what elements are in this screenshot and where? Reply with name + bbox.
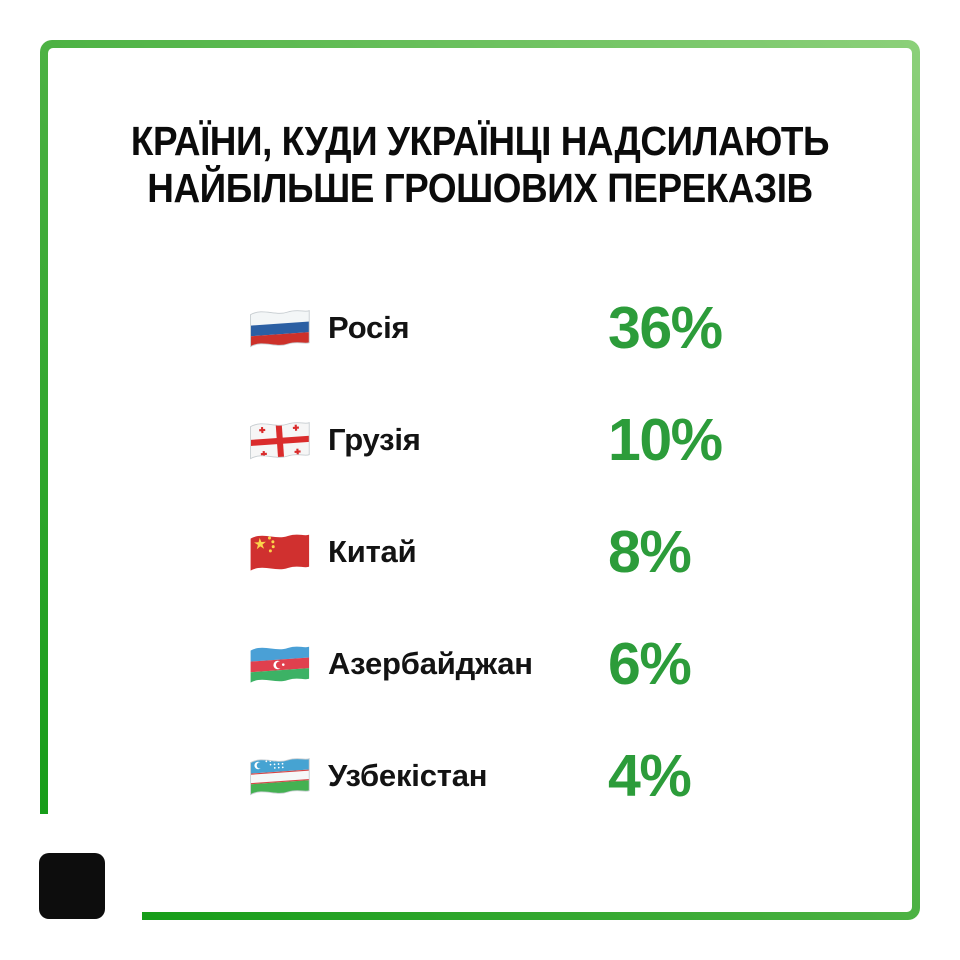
flag-georgia-icon [247, 415, 311, 465]
flag-russia-icon [247, 303, 311, 353]
percent-value: 8% [608, 519, 692, 585]
percent-value: 6% [608, 631, 692, 697]
page-title-line-1: КРАЇНИ, КУДИ УКРАЇНЦІ НАДСИЛАЮТЬ [130, 118, 830, 164]
country-label: Азербайджан [328, 646, 533, 681]
percent-value: 4% [608, 743, 692, 809]
country-label: Китай [328, 534, 417, 569]
list-item-georgia: Грузія 10% [247, 407, 727, 473]
page-title-line-2: НАЙБІЛЬШЕ ГРОШОВИХ ПЕРЕКАЗІВ [147, 165, 813, 211]
gradient-border-frame [40, 40, 920, 920]
country-list: Росія 36% [247, 295, 727, 862]
country-label: Грузія [328, 422, 421, 457]
list-item-china: Китай 8% [247, 519, 727, 585]
percent-value: 36% [608, 295, 723, 361]
list-item-uzbekistan: Узбекістан 4% [247, 743, 727, 809]
list-item-azerbaijan: Азербайджан 6% [247, 631, 727, 697]
country-label: Росія [328, 310, 410, 345]
flag-azerbaijan-icon [247, 639, 311, 689]
page-title: КРАЇНИ, КУДИ УКРАЇНЦІ НАДСИЛАЮТЬ НАЙБІЛЬ… [48, 118, 912, 212]
logo-square [39, 853, 105, 919]
flag-uzbekistan-icon [247, 751, 311, 801]
country-label: Узбекістан [328, 758, 488, 793]
list-item-russia: Росія 36% [247, 295, 727, 361]
frame-inner-area [48, 48, 912, 912]
percent-value: 10% [608, 407, 723, 473]
flag-china-icon [247, 527, 311, 577]
